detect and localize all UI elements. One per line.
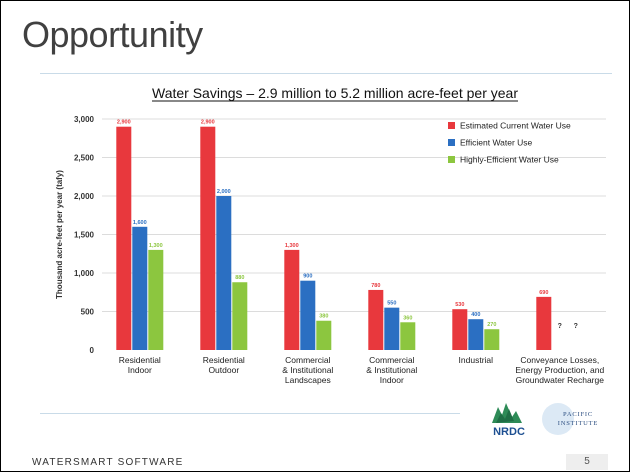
x-category-label: Indoor <box>380 375 404 385</box>
legend-item-label: Estimated Current Water Use <box>460 121 571 131</box>
x-category-label: Residential <box>203 355 245 365</box>
title-divider <box>40 73 612 74</box>
nrdc-logo-text: NRDC <box>493 426 525 438</box>
x-category-label: Industrial <box>459 355 494 365</box>
bar-highly-efficient <box>316 320 332 350</box>
x-category-label: Energy Production, and <box>515 365 604 375</box>
bar-efficient <box>216 196 232 350</box>
bar-highly-efficient <box>484 329 500 350</box>
pacific-logo-line1: PACIFIC <box>563 411 593 418</box>
footer-company-label: WATERSMART SOFTWARE <box>32 457 184 468</box>
bar-efficient <box>300 280 316 350</box>
x-category-label: Residential <box>119 355 161 365</box>
data-label: ? <box>558 323 562 330</box>
slide-title: Opportunity <box>22 14 203 55</box>
pacific-institute-logo: PACIFIC INSTITUTE <box>542 403 598 435</box>
bar-efficient <box>468 319 484 350</box>
data-label: 400 <box>471 312 480 318</box>
bar-highly-efficient <box>148 249 164 350</box>
y-tick-label: 1,500 <box>74 231 95 240</box>
y-axis-label: Thousand acre-feet per year (tafy) <box>55 170 64 299</box>
data-label: 1,600 <box>133 220 147 226</box>
bar-current <box>116 126 132 350</box>
data-label: 360 <box>403 315 412 321</box>
data-label: 530 <box>455 302 464 308</box>
legend-swatch <box>448 156 455 163</box>
y-tick-label: 1,000 <box>74 269 95 278</box>
data-label: 2,000 <box>217 189 231 195</box>
x-category-label: Conveyance Losses, <box>520 355 599 365</box>
y-tick-label: 3,000 <box>74 115 95 124</box>
pacific-logo-line2: INSTITUTE <box>558 420 598 427</box>
data-label: 2,900 <box>201 120 215 126</box>
bar-highly-efficient <box>400 322 416 350</box>
footer-divider <box>40 413 460 414</box>
bar-current <box>452 309 468 350</box>
x-category-label: & Institutional <box>366 365 417 375</box>
x-category-label: Groundwater Recharge <box>516 375 605 385</box>
bar-current <box>284 249 300 350</box>
data-label: 1,300 <box>149 243 163 249</box>
chart-title: Water Savings – 2.9 million to 5.2 milli… <box>152 85 518 101</box>
data-label: 880 <box>235 275 244 281</box>
bar-current <box>536 296 552 350</box>
data-label: ? <box>574 323 578 330</box>
bar-efficient <box>384 307 400 350</box>
y-tick-label: 2,500 <box>74 154 95 163</box>
nrdc-logo: NRDC <box>492 403 525 438</box>
y-tick-label: 0 <box>90 346 95 355</box>
legend-swatch <box>448 139 455 146</box>
y-tick-label: 500 <box>81 308 95 317</box>
data-label: 270 <box>487 322 496 328</box>
data-label: 900 <box>303 274 312 280</box>
x-category-label: Outdoor <box>208 365 239 375</box>
legend-swatch <box>448 122 455 129</box>
x-category-label: Indoor <box>128 365 152 375</box>
page-number: 5 <box>566 454 608 470</box>
data-label: 380 <box>319 314 328 320</box>
data-label: 550 <box>387 301 396 307</box>
legend-item-label: Efficient Water Use <box>460 138 533 148</box>
x-category-label: Landscapes <box>285 375 331 385</box>
bar-current <box>368 289 384 350</box>
legend-item-label: Highly-Efficient Water Use <box>460 155 559 165</box>
x-category-label: Commercial <box>285 355 330 365</box>
x-category-label: & Institutional <box>282 365 333 375</box>
data-label: 1,300 <box>285 243 299 249</box>
data-label: 690 <box>539 290 548 296</box>
bar-efficient <box>132 226 148 350</box>
data-label: 780 <box>371 283 380 289</box>
data-label: 2,900 <box>117 120 131 126</box>
y-tick-label: 2,000 <box>74 192 95 201</box>
bar-current <box>200 126 216 350</box>
x-category-label: Commercial <box>369 355 414 365</box>
bar-highly-efficient <box>232 282 248 350</box>
